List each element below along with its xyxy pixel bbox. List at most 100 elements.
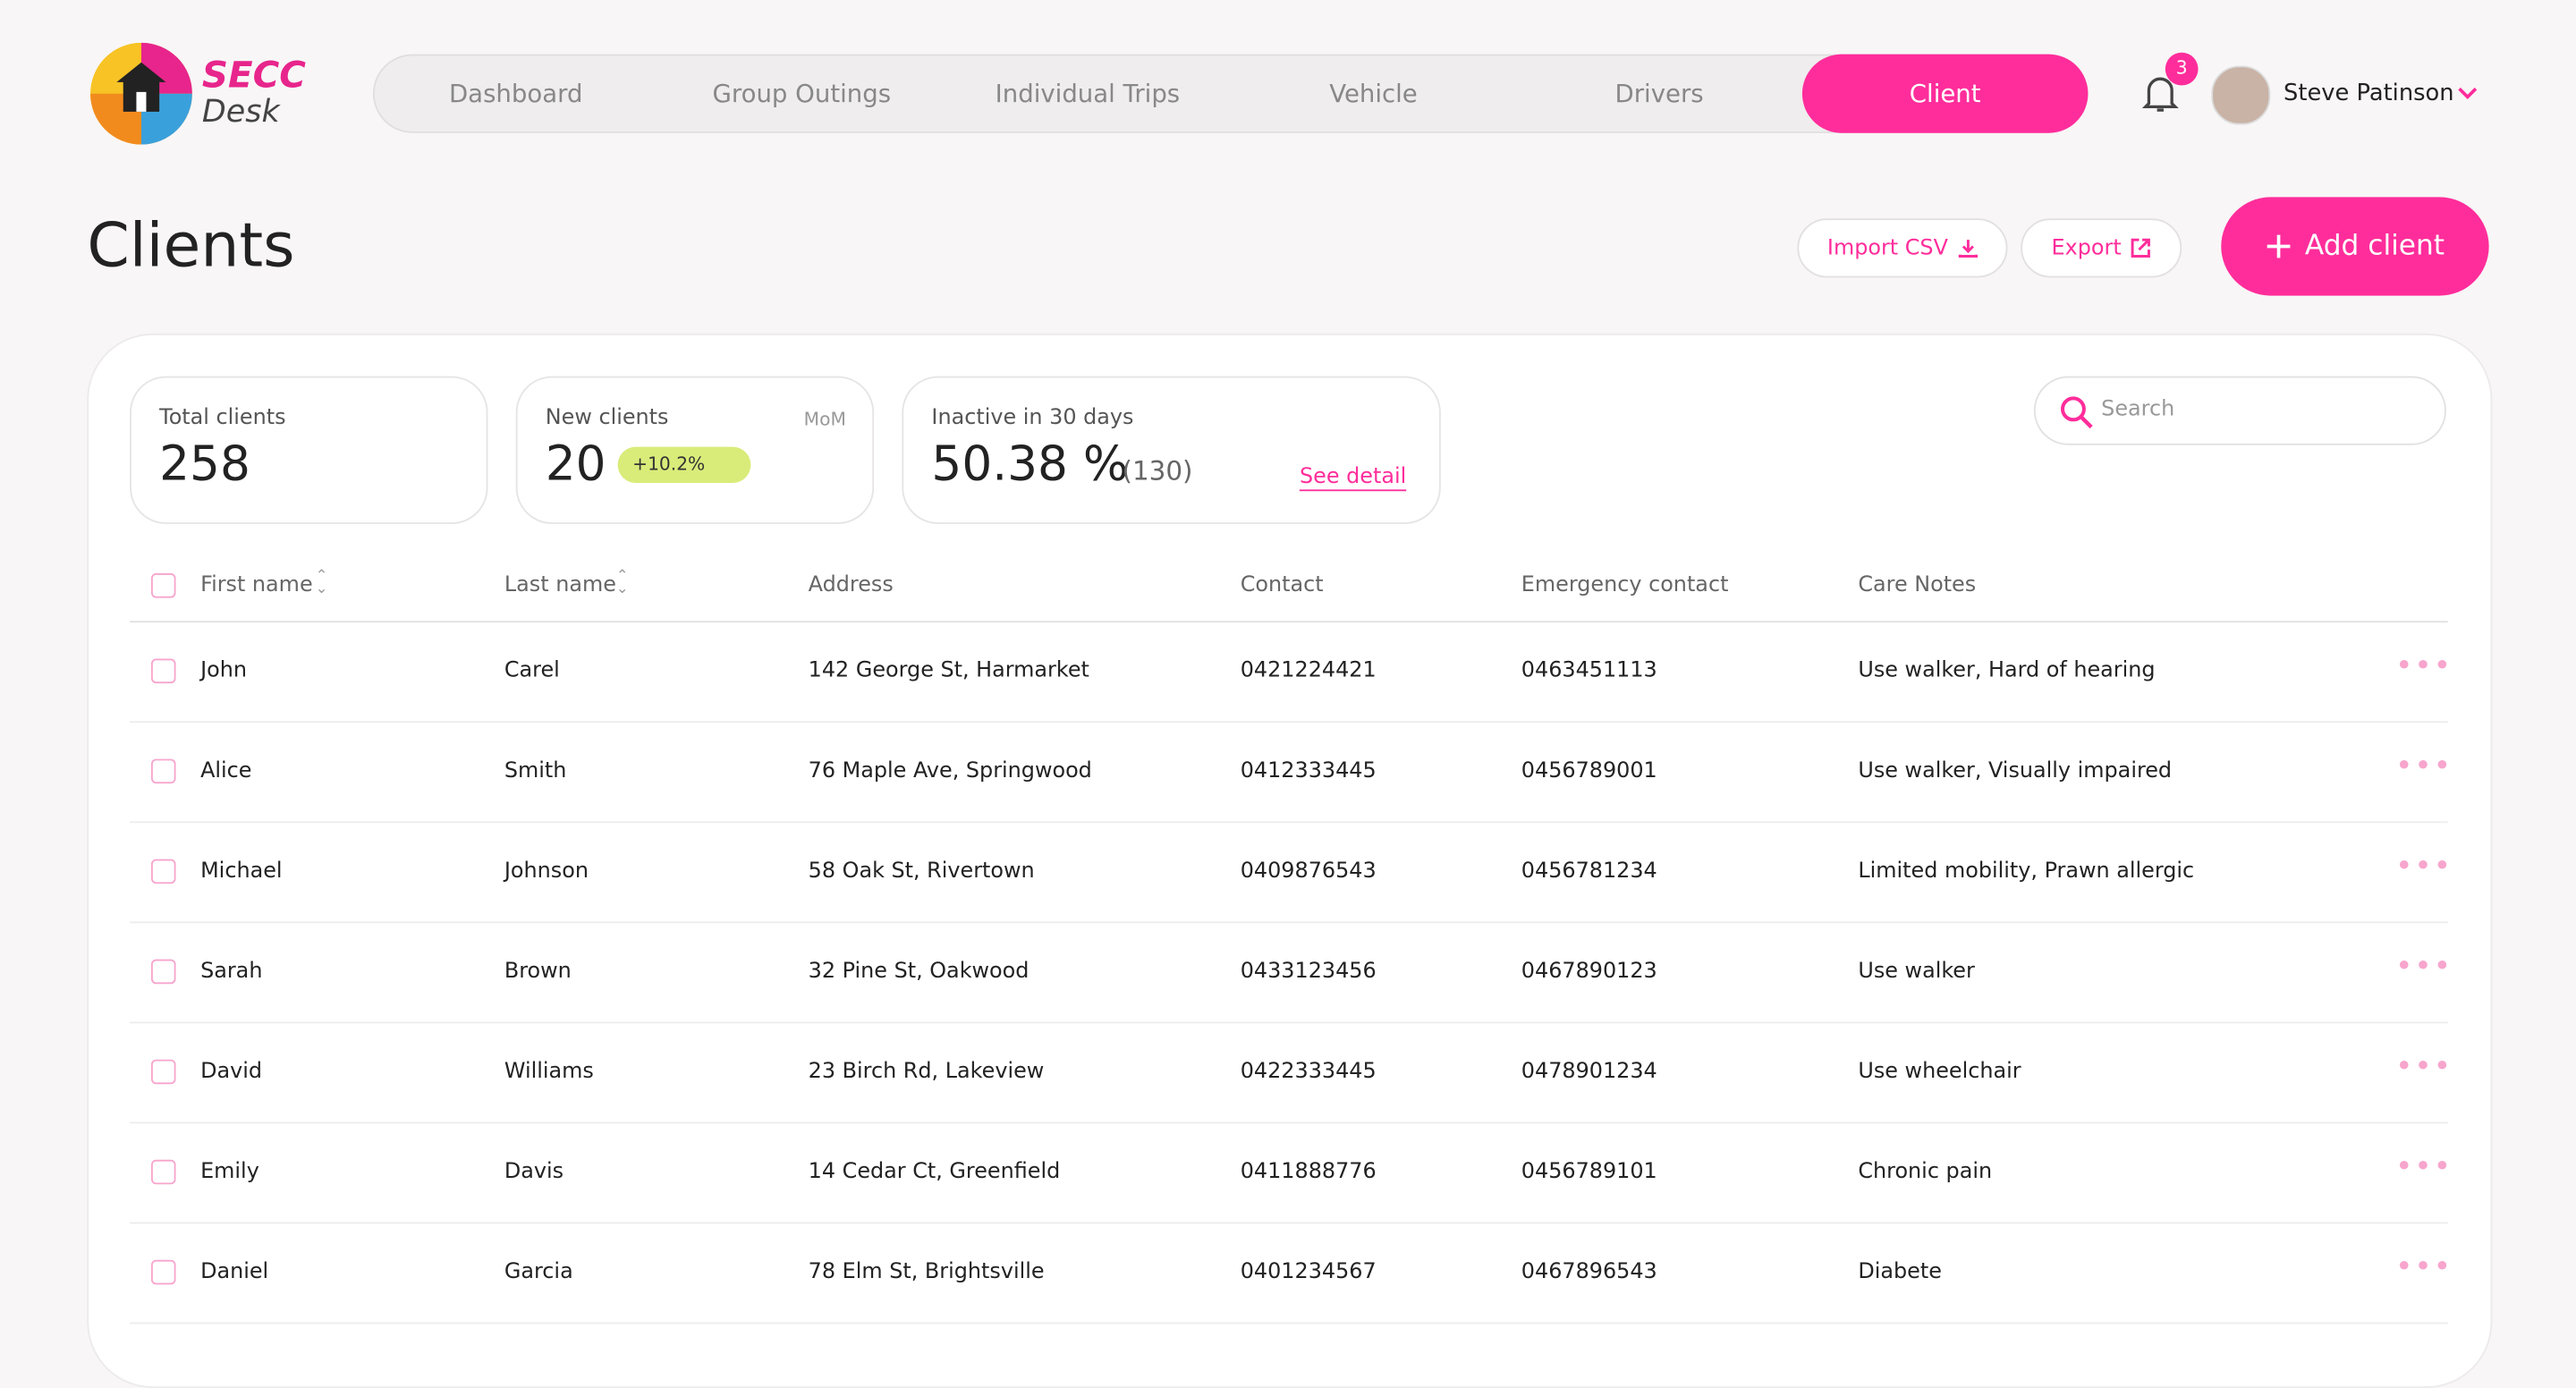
nav-item[interactable]: Individual Trips [995,79,1181,109]
nav-item[interactable]: Vehicle [1329,79,1418,109]
header-checkbox[interactable] [150,573,176,598]
row-checkbox[interactable] [150,1159,176,1185]
nav-item[interactable]: Client [1801,54,2089,133]
row-actions[interactable]: ••• [2394,849,2453,884]
row-checkbox[interactable] [150,1059,176,1085]
sort-icon: ⌃ ⌄ [315,568,328,598]
table-cell: Use wheelchair [1858,1059,2021,1085]
row-checkbox[interactable] [150,959,176,985]
table-cell: 0411888776 [1240,1159,1377,1185]
table-cell: 142 George St, Harmarket [808,658,1089,684]
page: SECC Desk Dashboard Group Outings Individu… [87,42,2493,1388]
export-label: Export [2051,235,2122,261]
bell-icon[interactable] [2142,72,2179,115]
header-divider [130,621,2448,623]
table-cell: David [200,1059,263,1085]
table-cell: 0422333445 [1240,1059,1377,1085]
row-divider [130,1322,2448,1325]
table-cell: Use walker, Hard of hearing [1858,658,2156,684]
row-divider [130,1121,2448,1124]
row-actions[interactable]: ••• [2394,1049,2453,1085]
column-header: Emergency contact [1521,573,1729,598]
row-checkbox[interactable] [150,758,176,784]
table-cell: John [200,658,248,684]
logo-icon [90,42,192,145]
row-checkbox[interactable] [150,859,176,884]
stat-card: Inactive in 30 days 50.38 % (130) See detai… [902,376,1441,524]
table-cell: 0401234567 [1240,1259,1377,1285]
nav-item[interactable]: Group Outings [712,79,892,109]
row-divider [130,821,2448,824]
table-cell: 0467896543 [1521,1259,1657,1285]
table-cell: 0463451113 [1521,658,1657,684]
table-cell: Limited mobility, Prawn allergic [1858,859,2195,884]
app: SECC Desk Dashboard Group Outings Individu… [87,42,2493,1388]
table-cell: Williams [504,1059,594,1085]
add-client-label: Add client [2304,230,2445,263]
table-cell: Alice [200,758,252,784]
column-header: Care Notes [1858,573,1977,598]
table-cell: 0409876543 [1240,859,1377,884]
row-actions[interactable]: ••• [2394,1149,2453,1185]
stat-card: New clients 20 MoM +10.2% [515,376,875,524]
add-client-button[interactable]: Add client [2221,197,2489,296]
table-cell: Daniel [200,1259,269,1285]
nav-item[interactable]: Drivers [1614,79,1704,109]
table-cell: 0456789101 [1521,1159,1657,1185]
table-cell: Smith [504,758,567,784]
table-cell: 76 Maple Ave, Springwood [808,758,1092,784]
stat-period: MoM [803,409,846,431]
avatar[interactable] [2211,65,2271,125]
plus-icon [2267,234,2291,258]
table-cell: 0456781234 [1521,859,1657,884]
row-divider [130,1222,2448,1224]
row-checkbox[interactable] [150,658,176,684]
table-cell: Brown [504,959,572,985]
table-cell: 0467890123 [1521,959,1657,985]
row-actions[interactable]: ••• [2394,1249,2453,1285]
stat-label: New clients [545,405,669,431]
page-title: Clients [87,210,295,282]
row-checkbox[interactable] [150,1259,176,1285]
table-cell: 14 Cedar Ct, Greenfield [808,1159,1061,1185]
stat-extra: (130) [1122,454,1193,487]
table-cell: 0412333445 [1240,758,1377,784]
table-cell: 0421224421 [1240,658,1377,684]
row-actions[interactable]: ••• [2394,749,2453,784]
nav-item[interactable]: Dashboard [448,79,583,109]
column-header[interactable]: First name [200,573,313,598]
logo-line1: SECC [201,55,306,97]
stat-link[interactable]: See detail [1299,464,1407,492]
stat-badge: +10.2% [617,446,751,483]
stat-card: Total clients 258 [130,376,488,524]
row-actions[interactable]: ••• [2394,949,2453,985]
table-cell: 23 Birch Rd, Lakeview [808,1059,1045,1085]
table-cell: Chronic pain [1858,1159,1993,1185]
row-actions[interactable]: ••• [2394,648,2453,684]
table-cell: 0478901234 [1521,1059,1657,1085]
user-menu-chevron[interactable] [2456,86,2479,102]
logo-line2: Desk [201,93,280,131]
search-icon [2060,396,2093,429]
table-cell: Johnson [504,859,589,884]
table-cell: 0456789001 [1521,758,1657,784]
table-cell: Use walker, Visually impaired [1858,758,2173,784]
download-icon [1958,240,1978,258]
table-cell: Use walker [1858,959,1975,985]
table-cell: 58 Oak St, Rivertown [808,859,1035,884]
external-icon [2131,238,2151,258]
stat-value: 20 [545,435,606,492]
export-button[interactable]: Export [2021,218,2182,278]
sort-icon: ⌃ ⌄ [615,568,629,598]
stat-value: 258 [159,435,250,492]
table-cell: 32 Pine St, Oakwood [808,959,1030,985]
import-label: Import CSV [1826,235,1948,261]
table-cell: Diabete [1858,1259,1942,1285]
table-cell: 0433123456 [1240,959,1377,985]
search-box[interactable]: Search [2033,376,2446,445]
column-header[interactable]: Last name [504,573,616,598]
user-name[interactable]: Steve Patinson [2284,80,2454,107]
column-header: Address [808,573,894,598]
row-divider [130,1021,2448,1024]
import-button[interactable]: Import CSV [1797,218,2008,278]
